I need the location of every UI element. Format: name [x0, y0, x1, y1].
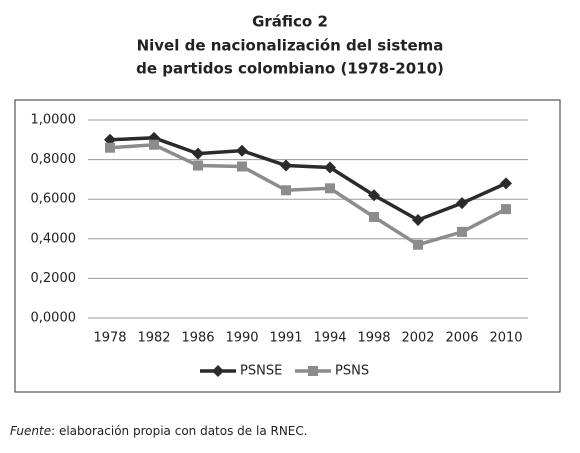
data-point — [369, 212, 379, 223]
x-tick-label: 1986 — [181, 331, 214, 346]
y-tick-label: 0,0000 — [31, 311, 77, 326]
data-point — [281, 185, 291, 196]
chart-title: Gráfico 2 — [252, 13, 328, 31]
x-tick-label: 2010 — [489, 331, 522, 346]
data-point — [192, 147, 204, 160]
data-point — [500, 177, 512, 190]
data-point — [501, 204, 511, 215]
data-point — [105, 142, 115, 153]
chart-subtitle: de partidos colombiano (1978-2010) — [136, 60, 444, 78]
data-point — [368, 189, 380, 202]
data-point — [456, 197, 468, 210]
data-point — [236, 144, 248, 157]
x-tick-label: 1991 — [269, 331, 302, 346]
source-label: Fuente — [10, 424, 52, 438]
x-tick-label: 2006 — [445, 331, 478, 346]
source-note: Fuente: elaboración propia con datos de … — [10, 424, 308, 438]
data-point — [237, 161, 247, 172]
x-tick-label: 2002 — [401, 331, 434, 346]
y-tick-label: 1,0000 — [31, 113, 77, 128]
y-tick-label: 0,4000 — [31, 231, 77, 246]
data-point — [413, 239, 423, 250]
chart-frame — [14, 99, 561, 393]
x-tick-label: 1978 — [93, 331, 126, 346]
data-point — [457, 226, 467, 237]
legend-label: PSNSE — [240, 364, 282, 379]
chart-subtitle: Nivel de nacionalización del sistema — [137, 37, 444, 55]
legend-label: PSNS — [335, 364, 369, 379]
legend-marker — [212, 365, 224, 377]
series-line — [109, 142, 507, 247]
y-tick-label: 0,8000 — [31, 152, 77, 167]
data-point — [193, 160, 203, 171]
chart: Gráfico 2 Nivel de nacionalización del s… — [14, 13, 561, 393]
data-point — [149, 139, 159, 150]
data-point — [412, 213, 424, 226]
x-tick-label: 1990 — [225, 331, 258, 346]
data-point — [324, 161, 336, 174]
source-text: : elaboración propia con datos de la RNE… — [51, 424, 308, 438]
x-tick-label: 1994 — [313, 331, 346, 346]
data-point — [325, 183, 335, 194]
data-point — [280, 159, 292, 172]
legend-marker — [308, 366, 318, 376]
series-line — [109, 136, 507, 222]
y-tick-label: 0,2000 — [31, 271, 77, 286]
x-tick-label: 1982 — [137, 331, 170, 346]
x-tick-label: 1998 — [357, 331, 390, 346]
y-tick-label: 0,6000 — [31, 192, 77, 207]
